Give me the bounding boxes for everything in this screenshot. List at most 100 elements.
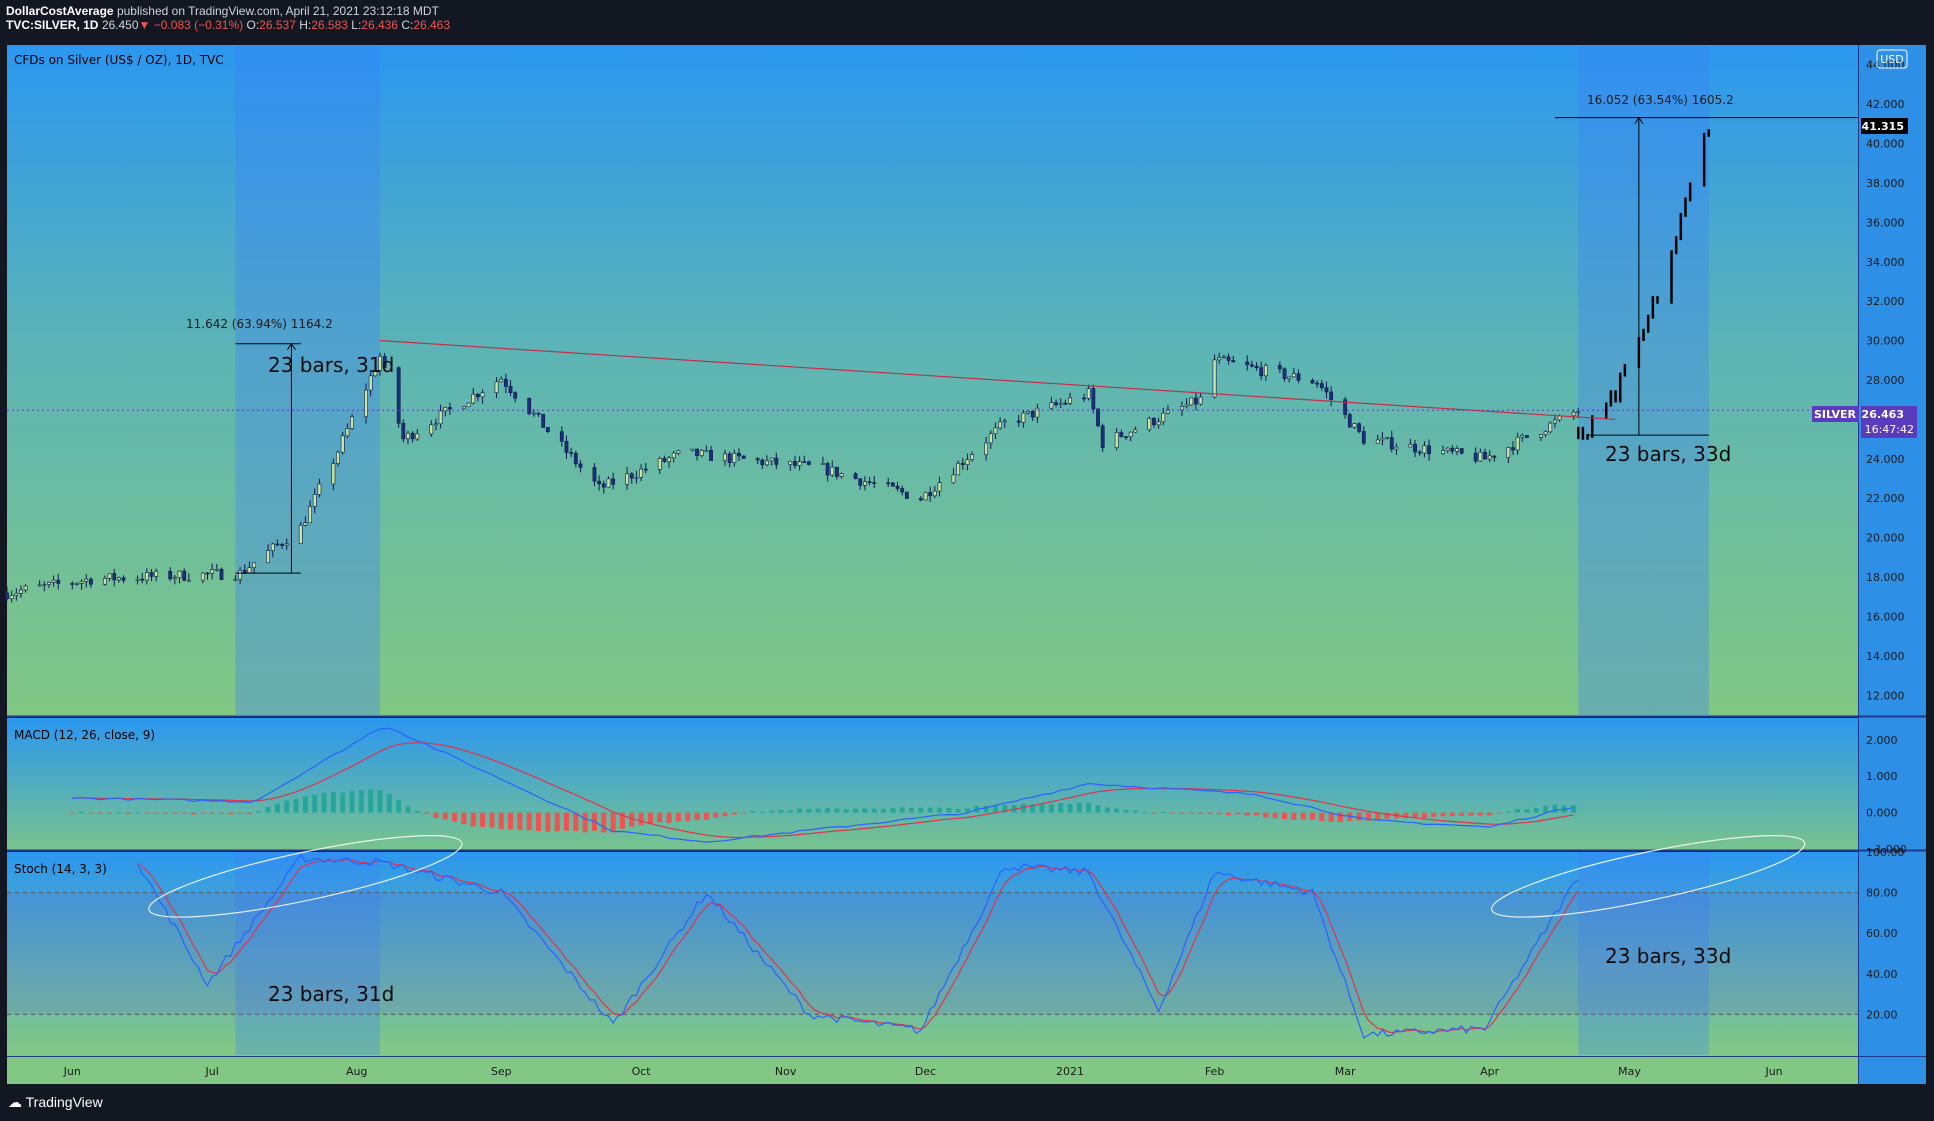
macd-hist-bar — [246, 812, 252, 815]
currency-badge[interactable] — [1876, 49, 1908, 69]
candle — [303, 522, 308, 526]
candle — [825, 463, 830, 476]
macd-hist-bar — [1403, 812, 1409, 819]
macd-hist-bar — [881, 808, 887, 813]
candle — [1030, 410, 1035, 418]
candle — [149, 572, 154, 577]
brand-name: TradingView — [25, 1094, 103, 1110]
macd-hist-bar — [1337, 812, 1343, 822]
candle — [699, 450, 704, 457]
macd-hist-bar — [722, 812, 728, 817]
candle — [1082, 397, 1086, 400]
macd-hist-bar — [1449, 812, 1455, 817]
candle — [676, 450, 681, 454]
candle — [793, 461, 797, 466]
macd-hist-bar — [685, 812, 691, 822]
candle — [1473, 452, 1478, 462]
candle — [154, 570, 159, 577]
macd-hist-bar — [386, 793, 392, 813]
macd-hist-bar — [340, 792, 346, 813]
macd-hist-bar — [1095, 805, 1101, 813]
macd-hist-bar — [1179, 812, 1185, 814]
candle — [1352, 423, 1357, 428]
candle — [1068, 397, 1072, 404]
candle — [634, 476, 639, 479]
candle — [42, 584, 47, 586]
candle — [1408, 443, 1413, 448]
macd-hist-bar — [1132, 810, 1138, 813]
macd-signal-line — [72, 742, 1574, 839]
candle — [1319, 383, 1324, 388]
down-arrow-icon: ▼ — [138, 18, 151, 32]
macd-hist-bar — [871, 808, 877, 813]
macd-hist-bar — [731, 812, 737, 815]
macd-hist-bar — [787, 810, 793, 813]
candle — [103, 578, 107, 585]
stoch-highlight-ellipse — [1491, 835, 1806, 918]
stoch-tick-label: 20.00 — [1866, 1008, 1898, 1021]
macd-hist-bar — [815, 808, 821, 813]
candle — [1263, 365, 1268, 377]
candle — [503, 378, 508, 387]
macd-hist-bar — [983, 805, 989, 813]
measure1-arrowhead — [286, 342, 296, 351]
macd-hist-bar — [228, 812, 234, 815]
price-tick-label: 32.000 — [1866, 295, 1905, 308]
macd-hist-bar — [1123, 810, 1129, 813]
macd-hist-bar — [424, 812, 430, 814]
symbol-tag-label: SILVER — [1814, 408, 1857, 421]
macd-tick-label: 0.000 — [1866, 807, 1898, 820]
macd-hist-bar — [1440, 812, 1446, 817]
candle — [112, 573, 117, 581]
macd-hist-bar — [1160, 811, 1166, 813]
macd-hist-bar — [1048, 804, 1054, 813]
candle — [606, 478, 611, 488]
candle — [1427, 445, 1431, 455]
time-tick-label: May — [1618, 1065, 1641, 1078]
candle — [1324, 387, 1329, 393]
low-value: 26.436 — [361, 18, 398, 32]
candle — [629, 473, 634, 479]
candle — [317, 483, 322, 495]
tradingview-logo[interactable]: ☁ TradingView — [8, 1094, 103, 1111]
candle — [611, 478, 616, 485]
macd-hist-bar — [1543, 805, 1549, 813]
candle — [1161, 412, 1166, 423]
pane-backgrounds — [7, 45, 1926, 1084]
candle — [247, 567, 252, 574]
macd-hist-bar — [545, 812, 551, 832]
macd-hist-bar — [741, 812, 747, 814]
candle — [368, 375, 373, 391]
macd-hist-bar — [517, 812, 523, 831]
candle — [601, 483, 606, 488]
candle — [960, 462, 965, 465]
macd-line — [72, 727, 1574, 843]
macd-hist-bar — [405, 806, 411, 813]
price-change: −0.083 (−0.31%) — [153, 18, 244, 32]
candle — [270, 543, 275, 551]
close-value: 26.463 — [413, 18, 451, 32]
macd-hist-bar — [1552, 804, 1558, 813]
candle — [918, 498, 923, 501]
time-tick-label: Oct — [632, 1065, 652, 1078]
candle — [462, 406, 466, 410]
macd-hist-bar — [769, 810, 775, 813]
macd-hist-bar — [312, 794, 318, 813]
candle — [350, 416, 354, 429]
candle — [1511, 447, 1515, 451]
macd-tick-label: −1.000 — [1866, 843, 1907, 856]
macd-hist-bar — [489, 812, 495, 828]
candle — [797, 461, 802, 466]
candle — [373, 370, 378, 377]
candle — [1417, 451, 1422, 454]
candle — [807, 461, 811, 465]
candle — [336, 451, 340, 464]
author-name[interactable]: DollarCostAverage — [6, 4, 114, 18]
price-tick-label: 22.000 — [1866, 492, 1905, 505]
macd-hist-bar — [1188, 812, 1194, 814]
low-label: L: — [351, 18, 362, 32]
footer-bar: ☁ TradingView — [0, 1086, 1934, 1121]
macd-hist-bar — [79, 812, 85, 814]
candle — [471, 393, 476, 404]
